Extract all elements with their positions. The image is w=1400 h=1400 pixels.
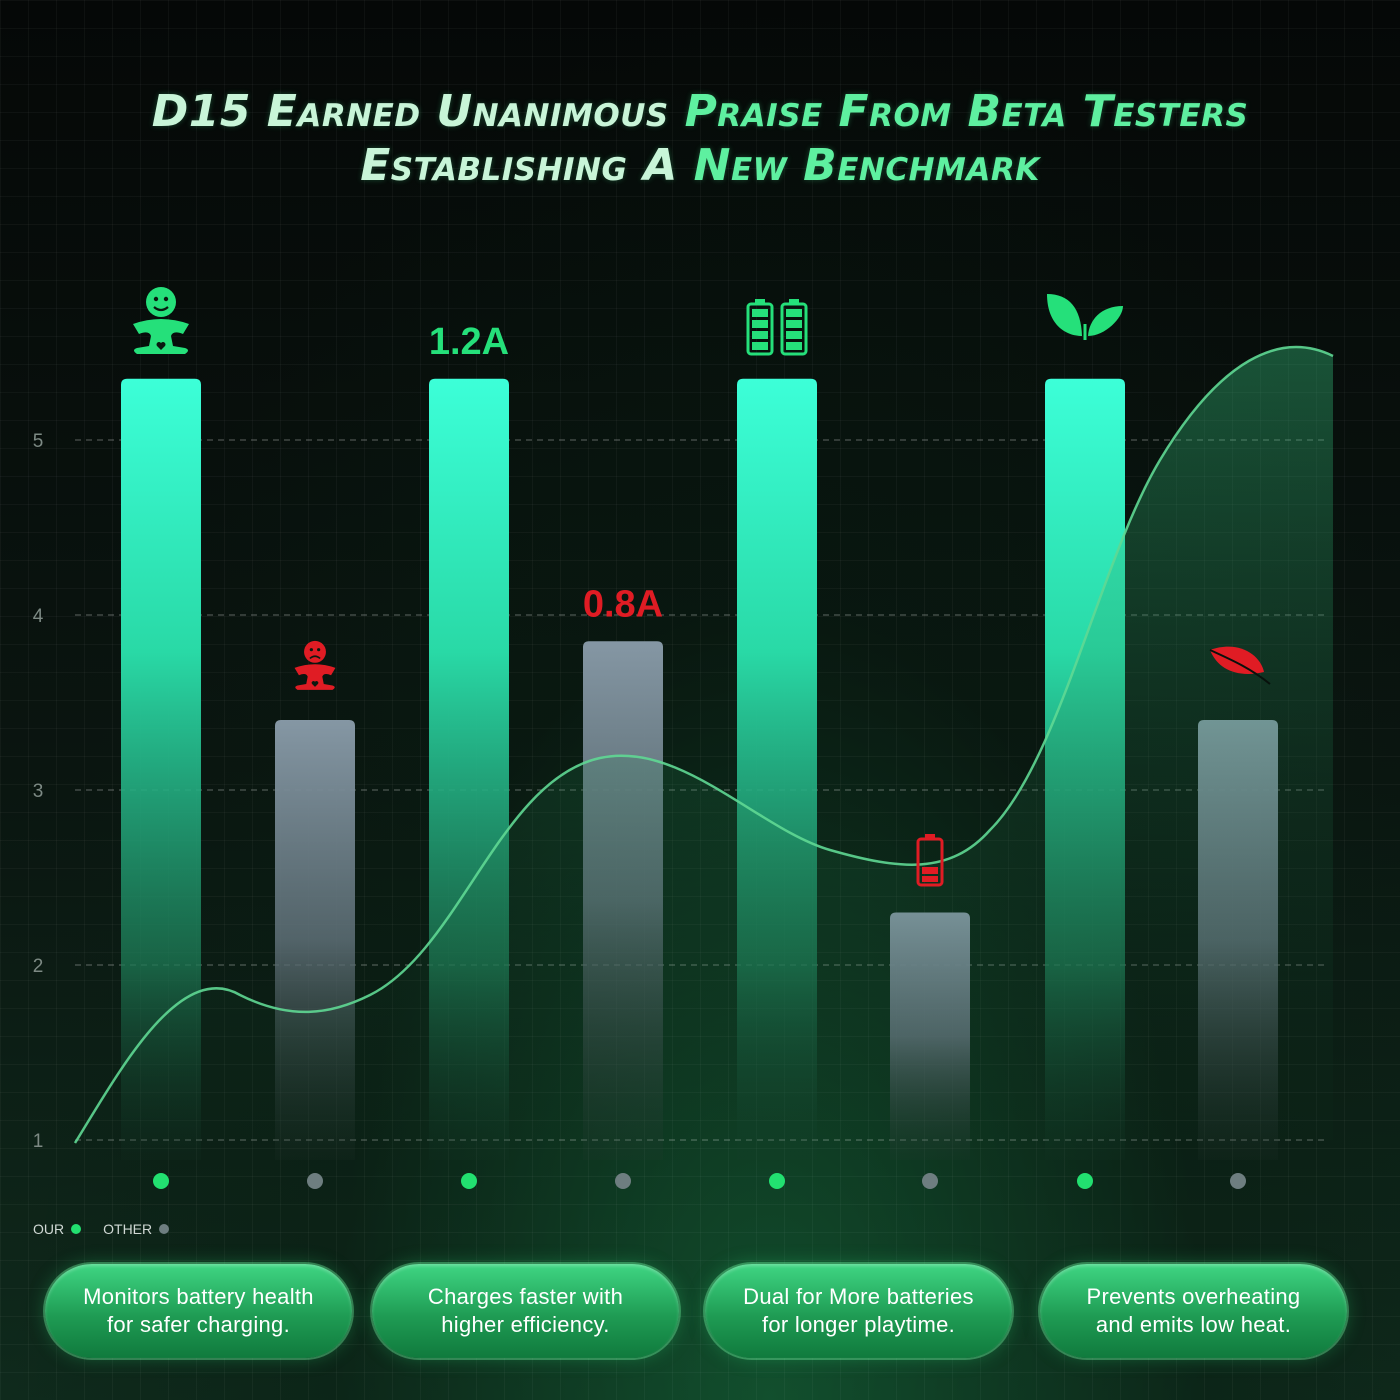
legend-our-dot [71,1224,82,1234]
x-dot-our-1 [153,1173,169,1189]
legend-other: OTHER [103,1221,170,1237]
battery-cell [786,331,802,339]
trend-area [75,347,1333,1143]
legend-our: OUR [33,1221,82,1237]
y-tick-label: 2 [33,956,44,977]
battery-cell [752,309,768,317]
legend-other-dot [159,1224,170,1234]
figure-frown [309,655,321,660]
figure-eye-right [163,296,169,302]
feature-pill-battery-health: Monitors battery health for safer chargi… [45,1264,352,1358]
battery-cell [922,867,938,874]
title-line-2-green: New Benchmark [693,140,1040,191]
figure-body [133,319,189,354]
x-dot-our-3 [769,1173,785,1189]
sprout-leaves-icon [1047,294,1123,340]
y-tick-label: 4 [33,606,44,627]
battery-terminal [789,299,799,304]
figure-heart [311,681,319,687]
legend: OUR OTHER [33,1221,191,1237]
title-line-2-white: Establishing A [360,140,678,191]
leaf-left [1047,294,1082,336]
annotation-label-other-2: 0.8A [583,583,663,625]
figure-head [304,640,326,663]
feature-pill-low-heat: Prevents overheating and emits low heat. [1040,1264,1347,1358]
trend-line [73,345,1334,1144]
y-tick-label: 5 [33,431,44,452]
figure-heart [156,342,166,350]
battery-cell [786,342,802,350]
battery-terminal [755,299,765,304]
x-dot-our-2 [461,1173,477,1189]
battery-cell [922,876,938,882]
legend-our-label: OUR [33,1221,65,1237]
annotation-label-our-2: 1.2A [429,321,509,363]
battery-cell [786,320,802,328]
leaf-right [1088,306,1123,336]
y-tick-label: 3 [33,781,44,802]
x-dot-other-4 [1230,1173,1246,1189]
single-leaf-icon [1209,646,1271,685]
battery-cell [752,331,768,339]
figure-eye-left [153,296,159,302]
x-dot-other-1 [307,1173,323,1189]
figure-body [294,664,336,690]
title-line-2: Establishing A New Benchmark [0,140,1400,191]
figure-head [146,287,176,317]
figure-eye-right [317,648,321,652]
x-dot-our-4 [1077,1173,1093,1189]
battery-cell [786,309,802,317]
sad-figure-icon [294,640,336,690]
leaf [1210,646,1264,674]
figure-eye-left [309,648,313,652]
battery-terminal [925,834,935,839]
y-tick-label: 1 [33,1131,44,1152]
feature-pill-dual-batteries: Dual for More batteries for longer playt… [705,1264,1012,1358]
battery-cell [752,342,768,350]
battery-low-icon [916,834,944,887]
dual-battery-full-icon [746,299,808,356]
title-line-1: D15 Earned Unanimous Praise From Beta Te… [0,86,1400,137]
battery-cell [752,320,768,328]
title-line-1-green: Praise From Beta Testers [684,86,1249,137]
title-line-1-white: D15 Earned Unanimous [151,86,669,137]
feature-pill-charging-speed: Charges faster with higher efficiency. [372,1264,679,1358]
x-dot-other-3 [922,1173,938,1189]
x-dot-other-2 [615,1173,631,1189]
happy-figure-icon [133,287,189,354]
legend-other-label: OTHER [103,1221,153,1237]
bar-our-1 [121,378,201,1160]
leaf-vein [1209,649,1271,685]
figure-smile [153,306,169,312]
